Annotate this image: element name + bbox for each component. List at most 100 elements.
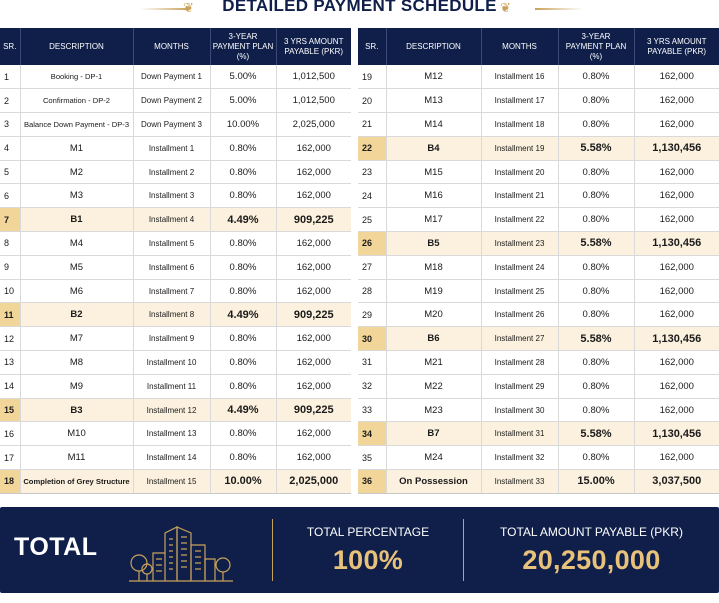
row-percentage-cell: 0.80% (558, 398, 635, 423)
table-row: 36 On Possession Installment 33 15.00% 3,037… (358, 469, 719, 494)
row-percentage-cell: 0.80% (210, 279, 277, 304)
row-percentage-cell: 5.00% (210, 65, 277, 90)
row-amount-cell: 1,012,500 (276, 88, 351, 114)
row-description-cell: M18 (386, 255, 482, 280)
table-row: 20 M13 Installment 17 0.80% 162,000 (358, 88, 719, 114)
row-description-cell: B1 (20, 207, 134, 233)
row-description-cell: B2 (20, 302, 134, 328)
table-header-row: SR. DESCRIPTION MONTHS 3-YEAR PAYMENT PLA… (0, 28, 351, 65)
row-months-cell: Installment 18 (481, 112, 559, 137)
row-percentage-cell: 4.49% (210, 398, 277, 423)
row-amount-cell: 1,012,500 (276, 65, 351, 90)
schedule-table-left: SR. DESCRIPTION MONTHS 3-YEAR PAYMENT PLA… (0, 28, 351, 494)
table-row: 22 B4 Installment 19 5.58% 1,130,456 (358, 136, 719, 161)
table-row: 24 M16 Installment 21 0.80% 162,000 (358, 183, 719, 209)
row-description-cell: M10 (20, 421, 134, 447)
row-sr-cell: 5 (0, 160, 21, 185)
row-percentage-cell: 0.80% (558, 183, 635, 209)
table-row: 2 Confirmation - DP-2 Down Payment 2 5.00% 1… (0, 88, 351, 114)
table-row: 5 M2 Installment 2 0.80% 162,000 (0, 160, 351, 185)
row-percentage-cell: 0.80% (558, 255, 635, 280)
row-sr-cell: 19 (358, 65, 387, 90)
row-description-cell: B5 (386, 231, 482, 256)
row-amount-cell: 162,000 (276, 231, 351, 256)
row-amount-cell: 162,000 (276, 445, 351, 471)
table-row: 23 M15 Installment 20 0.80% 162,000 (358, 160, 719, 185)
col-header-amount: 3 YRS AMOUNT PAYABLE (PKR) (634, 28, 719, 65)
total-summary-bar: TOTAL TOTAL PERCENTAGE 100% TOTAL AMOUNT… (0, 507, 719, 593)
row-months-cell: Installment 1 (133, 136, 211, 161)
table-row: 34 B7 Installment 31 5.58% 1,130,456 (358, 421, 719, 447)
col-header-months: MONTHS (481, 28, 559, 65)
summary-divider (463, 519, 464, 581)
row-percentage-cell: 0.80% (210, 374, 277, 399)
row-amount-cell: 162,000 (634, 88, 719, 114)
row-description-cell: M24 (386, 445, 482, 471)
table-row: 13 M8 Installment 10 0.80% 162,000 (0, 350, 351, 375)
total-amount-value: 20,250,000 (522, 545, 661, 575)
row-description-cell: Booking - DP-1 (20, 65, 134, 90)
row-amount-cell: 162,000 (634, 398, 719, 423)
row-months-cell: Installment 19 (481, 136, 559, 161)
row-sr-cell: 31 (358, 350, 387, 375)
row-description-cell: M17 (386, 207, 482, 233)
row-months-cell: Installment 27 (481, 326, 559, 352)
row-months-cell: Installment 2 (133, 160, 211, 185)
row-months-cell: Installment 25 (481, 279, 559, 304)
row-sr-cell: 15 (0, 398, 21, 423)
row-percentage-cell: 0.80% (210, 183, 277, 209)
row-months-cell: Installment 5 (133, 231, 211, 256)
col-header-plan: 3-YEAR PAYMENT PLAN (%) (210, 28, 277, 65)
row-months-cell: Down Payment 2 (133, 88, 211, 114)
row-description-cell: M6 (20, 279, 134, 304)
row-percentage-cell: 0.80% (558, 207, 635, 233)
table-row: 16 M10 Installment 13 0.80% 162,000 (0, 421, 351, 447)
row-percentage-cell: 0.80% (210, 255, 277, 280)
row-amount-cell: 162,000 (276, 350, 351, 375)
row-months-cell: Installment 33 (481, 469, 559, 494)
header-ornament-line-right (535, 8, 583, 10)
row-months-cell: Installment 21 (481, 183, 559, 209)
table-row: 1 Booking - DP-1 Down Payment 1 5.00% 1,012,… (0, 65, 351, 90)
row-percentage-cell: 0.80% (210, 160, 277, 185)
row-amount-cell: 162,000 (634, 65, 719, 90)
row-sr-cell: 10 (0, 279, 21, 304)
total-percentage-value: 100% (332, 545, 404, 575)
row-sr-cell: 18 (0, 469, 21, 494)
row-months-cell: Installment 30 (481, 398, 559, 423)
table-row: 33 M23 Installment 30 0.80% 162,000 (358, 398, 719, 423)
table-row: 7 B1 Installment 4 4.49% 909,225 (0, 207, 351, 233)
row-amount-cell: 162,000 (634, 374, 719, 399)
row-sr-cell: 27 (358, 255, 387, 280)
row-amount-cell: 1,130,456 (634, 231, 719, 256)
row-description-cell: M11 (20, 445, 134, 471)
row-amount-cell: 162,000 (634, 279, 719, 304)
row-percentage-cell: 5.58% (558, 421, 635, 447)
row-sr-cell: 22 (358, 136, 387, 161)
row-months-cell: Installment 12 (133, 398, 211, 423)
row-amount-cell: 1,130,456 (634, 326, 719, 352)
row-amount-cell: 162,000 (276, 326, 351, 352)
row-amount-cell: 162,000 (634, 183, 719, 209)
row-sr-cell: 25 (358, 207, 387, 233)
row-sr-cell: 28 (358, 279, 387, 304)
row-months-cell: Installment 17 (481, 88, 559, 114)
table-row: 3 Balance Down Payment - DP-3 Down Payment… (0, 112, 351, 137)
row-percentage-cell: 10.00% (210, 112, 277, 137)
schedule-table-right: SR. DESCRIPTION MONTHS 3-YEAR PAYMENT PLA… (358, 28, 719, 494)
row-sr-cell: 36 (358, 469, 387, 494)
row-amount-cell: 162,000 (276, 374, 351, 399)
row-amount-cell: 3,037,500 (634, 469, 719, 494)
row-description-cell: M8 (20, 350, 134, 375)
row-months-cell: Installment 4 (133, 207, 211, 233)
ornament-left-icon: ❦ (183, 1, 194, 16)
row-percentage-cell: 0.80% (558, 88, 635, 114)
row-months-cell: Installment 7 (133, 279, 211, 304)
row-months-cell: Installment 20 (481, 160, 559, 185)
table-row: 19 M12 Installment 16 0.80% 162,000 (358, 65, 719, 90)
row-months-cell: Installment 10 (133, 350, 211, 375)
row-sr-cell: 1 (0, 65, 21, 90)
row-percentage-cell: 10.00% (210, 469, 277, 494)
table-row: 4 M1 Installment 1 0.80% 162,000 (0, 136, 351, 161)
row-percentage-cell: 5.58% (558, 136, 635, 161)
